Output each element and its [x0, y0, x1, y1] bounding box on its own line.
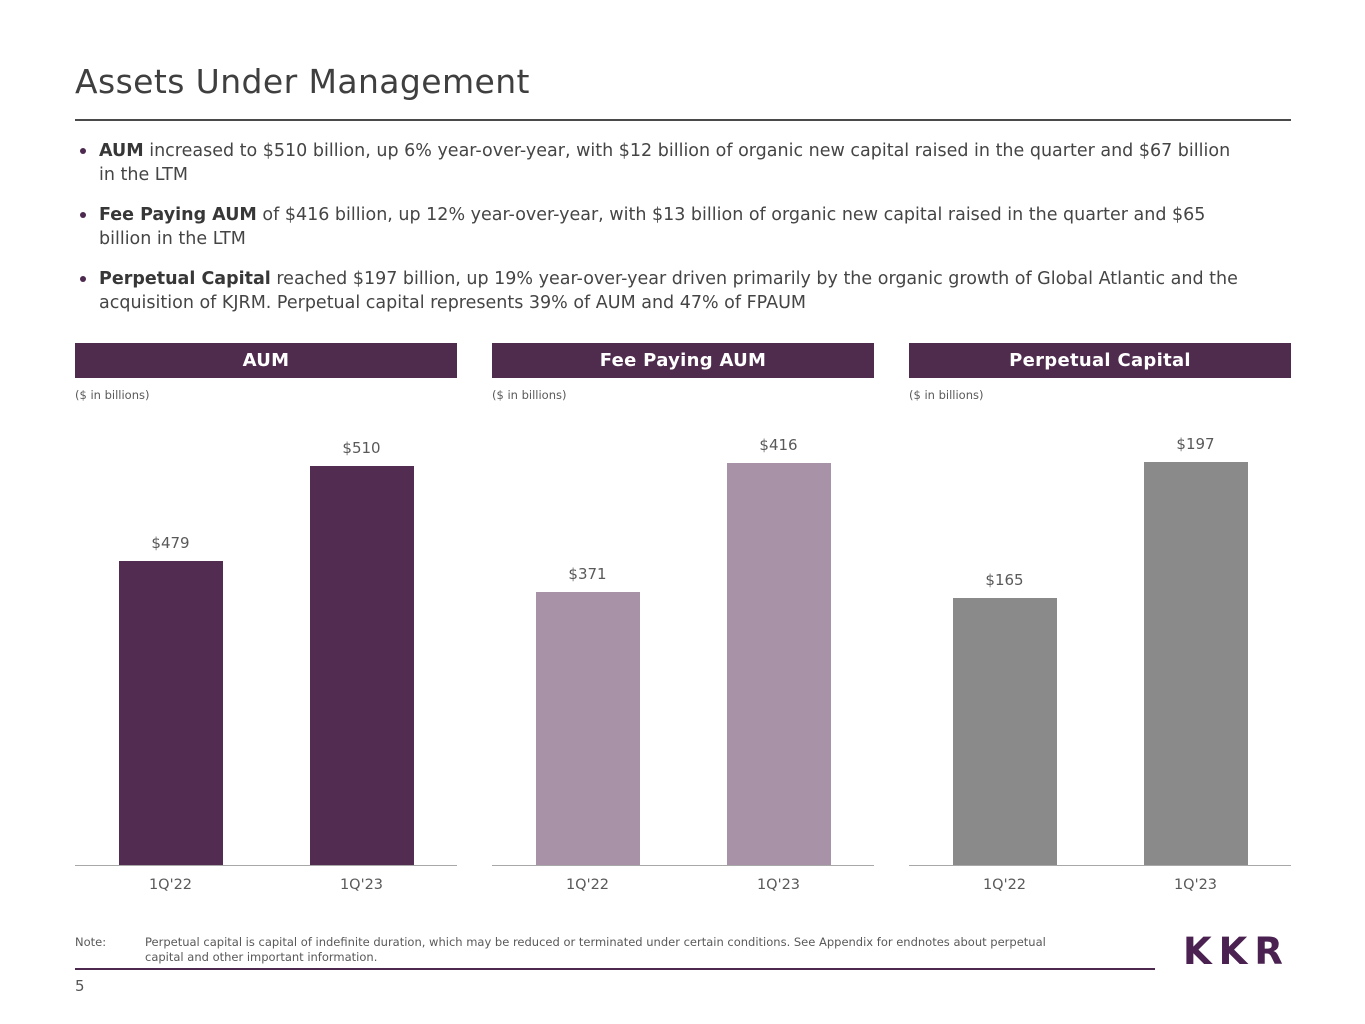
bar-aum-1Q'22	[118, 561, 223, 865]
x-axis-labels: 1Q'22 1Q'23	[75, 866, 457, 900]
bar-perpetual-capital-1Q'23	[1143, 462, 1248, 865]
footnote-text: Perpetual capital is capital of indefini…	[145, 935, 1046, 964]
bar-fee-paying-aum-1Q'22	[535, 592, 640, 865]
bar-fee-paying-aum-1Q'23	[726, 463, 831, 865]
bar-perpetual-capital-1Q'22	[952, 598, 1057, 865]
bar-value-label: $510	[342, 439, 381, 457]
bullet-lead: Fee Paying AUM	[99, 205, 257, 225]
title-divider	[75, 119, 1291, 121]
bullet-lead: Perpetual Capital	[99, 269, 271, 289]
bar-value-label: $371	[568, 565, 607, 583]
charts-row: AUM ($ in billions) $479 $510 1Q'22 1Q'23 Fee …	[75, 343, 1291, 900]
footer-divider	[75, 968, 1155, 970]
bar-value-label: $165	[985, 571, 1024, 589]
page-title: Assets Under Management	[75, 62, 530, 101]
bullet-item: Fee Paying AUM of $416 billion, up 12% y…	[75, 203, 1240, 251]
chart-units-label: ($ in billions)	[492, 388, 567, 402]
chart-plot: $479 $510	[75, 433, 457, 866]
chart-plot: $165 $197	[909, 433, 1291, 866]
bar-aum-1Q'23	[309, 466, 414, 865]
x-axis-tick-label: 1Q'23	[339, 877, 384, 893]
chart-title: Perpetual Capital	[909, 343, 1291, 378]
x-axis-tick-label: 1Q'22	[982, 877, 1027, 893]
chart-units-label: ($ in billions)	[909, 388, 984, 402]
chart-units-label: ($ in billions)	[75, 388, 150, 402]
x-axis-labels: 1Q'22 1Q'23	[909, 866, 1291, 900]
chart-title: Fee Paying AUM	[492, 343, 874, 378]
chart-panel-aum: AUM ($ in billions) $479 $510 1Q'22 1Q'23	[75, 343, 457, 900]
chart-panel-fee-paying-aum: Fee Paying AUM ($ in billions) $371 $416 1Q'…	[492, 343, 874, 900]
x-axis-tick-label: 1Q'22	[565, 877, 610, 893]
x-axis-tick-label: 1Q'23	[756, 877, 801, 893]
bullet-item: AUM increased to $510 billion, up 6% yea…	[75, 139, 1240, 187]
bullet-list: AUM increased to $510 billion, up 6% yea…	[75, 139, 1240, 331]
footnote-label: Note:	[75, 935, 107, 949]
page-number: 5	[75, 977, 85, 995]
bar-value-label: $479	[151, 534, 190, 552]
footnote: Note: Perpetual capital is capital of in…	[75, 935, 1075, 965]
bullet-text: reached $197 billion, up 19% year-over-y…	[99, 269, 1238, 313]
chart-plot: $371 $416	[492, 433, 874, 866]
bullet-item: Perpetual Capital reached $197 billion, …	[75, 267, 1240, 315]
bar-value-label: $197	[1176, 435, 1215, 453]
bullet-text: increased to $510 billion, up 6% year-ov…	[99, 141, 1231, 185]
chart-title: AUM	[75, 343, 457, 378]
bar-value-label: $416	[759, 436, 798, 454]
chart-panel-perpetual-capital: Perpetual Capital ($ in billions) $165 $197…	[909, 343, 1291, 900]
kkr-logo: KKR	[1183, 930, 1290, 973]
bullet-lead: AUM	[99, 141, 144, 161]
bullet-text: of $416 billion, up 12% year-over-year, …	[99, 205, 1206, 249]
x-axis-labels: 1Q'22 1Q'23	[492, 866, 874, 900]
x-axis-tick-label: 1Q'22	[148, 877, 193, 893]
x-axis-tick-label: 1Q'23	[1173, 877, 1218, 893]
